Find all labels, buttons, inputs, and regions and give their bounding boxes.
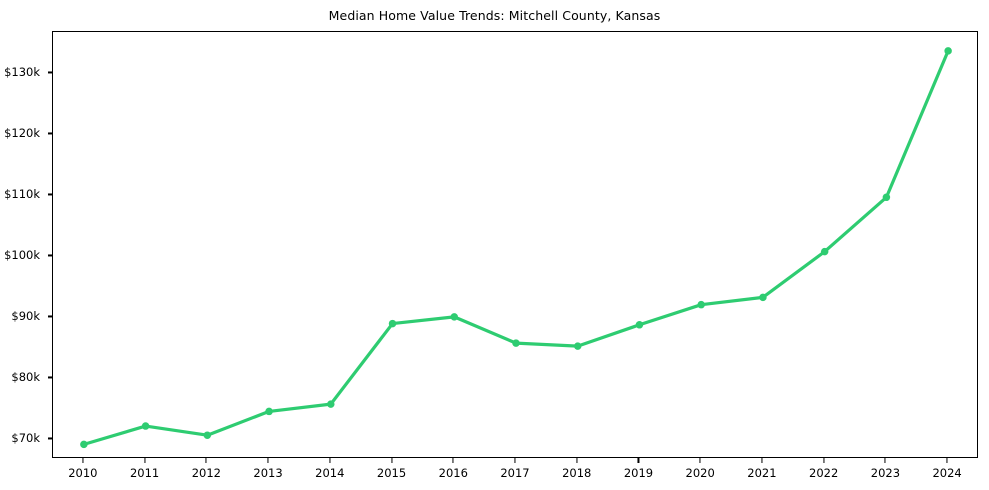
y-tick-mark (47, 71, 52, 74)
data-point-marker (203, 431, 212, 439)
data-point-marker (820, 247, 829, 256)
x-tick-mark (761, 458, 763, 463)
y-tick-label: $100k (4, 248, 40, 263)
x-tick-label: 2014 (315, 466, 345, 480)
y-tick-label: $70k (11, 431, 40, 446)
data-point-marker (944, 47, 952, 55)
x-tick-mark (823, 458, 825, 463)
y-tick-mark (47, 437, 52, 440)
data-point-marker (882, 193, 891, 202)
y-axis-tick-labels: $70k $80k $90k $100k $110k $120k $130k (0, 0, 52, 490)
x-tick-label: 2024 (932, 466, 962, 480)
x-tick-mark (884, 458, 886, 463)
x-tick-label: 2021 (747, 466, 777, 480)
line-series-svg (80, 47, 952, 449)
data-point-marker (388, 319, 397, 328)
x-tick-mark (452, 458, 454, 463)
data-point-marker (141, 422, 150, 430)
y-tick-mark (47, 376, 52, 379)
y-tick-mark (47, 132, 52, 135)
x-tick-mark (514, 458, 516, 463)
x-tick-mark (390, 458, 393, 463)
x-tick-mark (637, 458, 639, 463)
x-tick-mark (144, 458, 146, 463)
x-tick-mark (267, 458, 269, 463)
x-tick-label: 2012 (191, 466, 221, 480)
data-point-marker (697, 300, 705, 309)
data-point-marker (450, 313, 459, 321)
series-line (82, 49, 950, 446)
plot-area (52, 31, 978, 458)
y-tick-mark (47, 254, 52, 257)
x-tick-label: 2022 (809, 466, 839, 480)
y-tick-label: $120k (4, 126, 40, 141)
x-tick-mark (82, 458, 84, 463)
y-tick-mark (47, 193, 52, 196)
y-tick-label: $110k (4, 187, 40, 202)
x-tick-label: 2023 (870, 466, 901, 480)
data-point-marker (759, 293, 767, 302)
x-tick-mark (205, 458, 207, 463)
x-tick-label: 2013 (253, 466, 283, 480)
x-tick-label: 2016 (438, 466, 468, 480)
x-tick-mark (329, 458, 331, 463)
data-point-marker (573, 342, 582, 350)
data-point-marker (327, 400, 335, 408)
data-point-marker (512, 339, 520, 347)
y-tick-label: $80k (11, 370, 40, 385)
x-tick-label: 2015 (376, 466, 407, 480)
x-tick-mark (576, 458, 578, 463)
y-tick-label: $130k (4, 65, 40, 80)
x-tick-label: 2020 (685, 466, 715, 480)
data-point-marker (635, 321, 644, 329)
x-tick-label: 2019 (623, 466, 654, 480)
x-tick-label: 2011 (129, 466, 160, 480)
data-point-marker (265, 407, 273, 416)
x-tick-label: 2010 (68, 466, 98, 480)
y-axis-tick-marks (47, 0, 54, 490)
data-point-marker (80, 440, 88, 449)
chart-title: Median Home Value Trends: Mitchell Count… (328, 8, 661, 23)
x-tick-label: 2017 (500, 466, 530, 480)
x-tick-label: 2018 (562, 466, 592, 480)
x-tick-mark (946, 458, 948, 463)
y-tick-mark (47, 315, 52, 318)
x-axis-tick-labels: 2010 2011 2012 2013 2014 2015 2016 2017 2018 2019… (0, 458, 989, 490)
x-tick-mark (699, 458, 701, 463)
y-tick-label: $90k (11, 309, 40, 324)
